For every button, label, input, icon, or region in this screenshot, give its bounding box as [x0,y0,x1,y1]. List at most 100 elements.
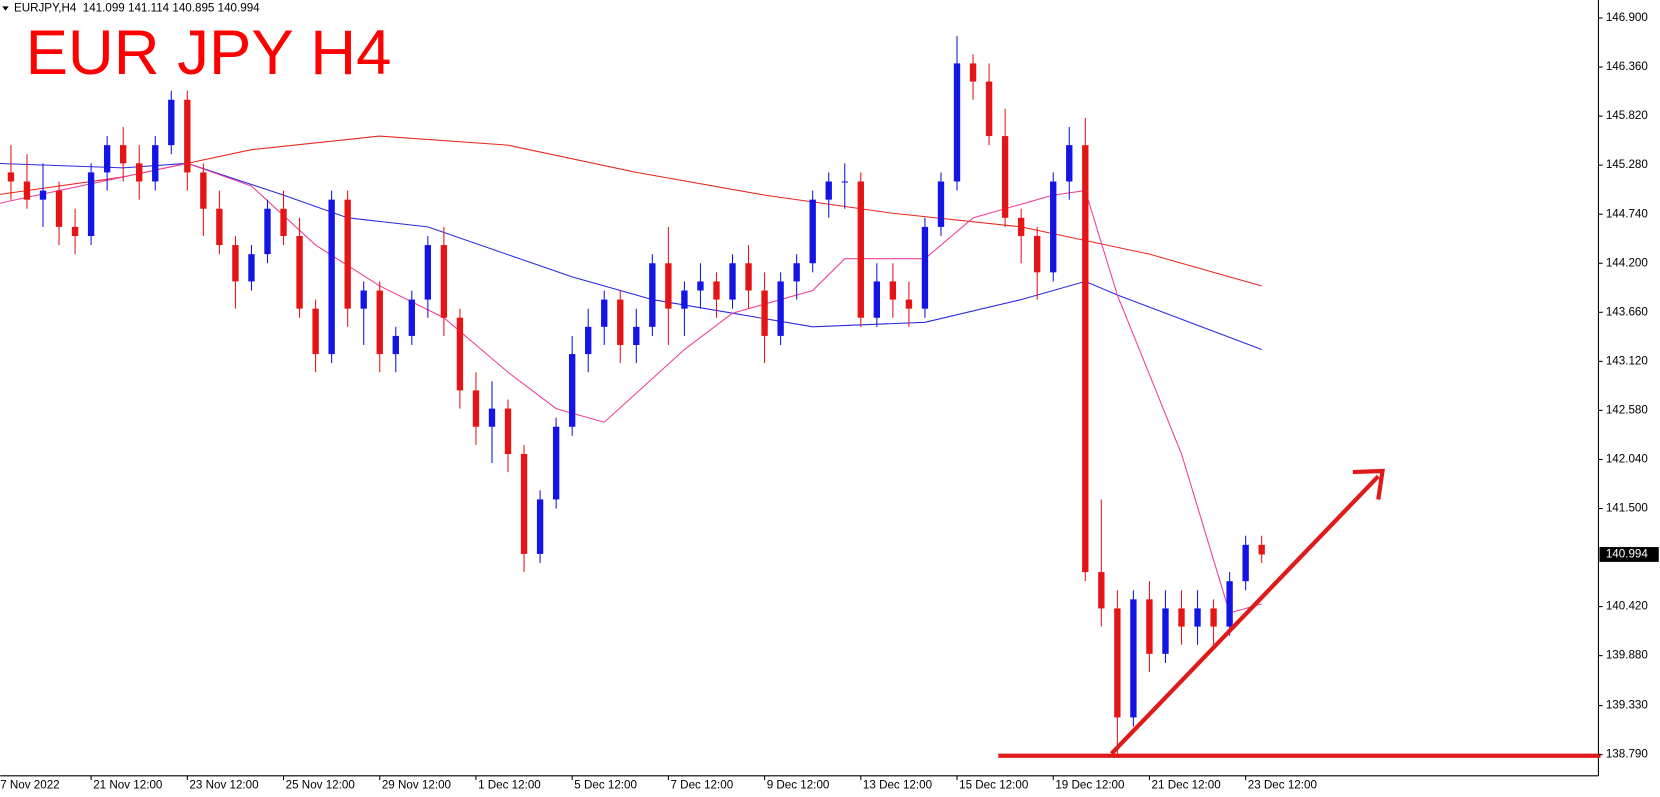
x-tick-label: 9 Dec 12:00 [767,778,830,791]
candle-body [1194,608,1201,627]
candle-body [617,299,624,345]
candle-body [408,299,415,336]
candle-body [1098,572,1105,609]
x-tick-label: 1 Dec 12:00 [478,778,541,791]
candle-body [1258,544,1265,555]
x-tick-label: 23 Dec 12:00 [1248,778,1318,791]
candle-body [344,199,351,309]
y-tick-label: 139.880 [1606,649,1649,662]
candle-body [312,308,319,355]
candle-body [568,354,576,427]
candle-body [1210,608,1217,627]
candle-body [1066,145,1073,182]
candle-body [23,181,31,200]
candle-body [953,63,961,182]
candle-body [761,290,768,336]
candle-body [120,145,127,164]
trend-arrow-head [1352,468,1385,500]
candle-body [87,172,95,236]
candle-body [376,290,383,355]
candle-body [681,290,688,309]
candle-body [601,299,608,327]
x-tick-label: 19 Dec 12:00 [1055,778,1125,791]
y-tick-label: 142.580 [1606,403,1649,416]
candle-body [456,317,464,391]
candle-body [873,281,881,318]
x-tick-label: 15 Dec 12:00 [959,778,1029,791]
candle-body [184,99,191,173]
y-tick-label: 144.740 [1606,207,1649,220]
moving-average [0,135,1262,287]
symbol-label: EURJPY,H4 [14,2,77,15]
candle-body [825,181,832,200]
candle-body [1017,217,1025,236]
candle-body [1034,235,1041,273]
y-tick-label: 144.200 [1606,256,1649,269]
trend-arrow [1110,474,1380,756]
candle-body [216,208,223,246]
y-tick-label: 143.120 [1606,354,1649,367]
candle-body [71,226,79,236]
candle-body [168,99,175,146]
candle-body [841,181,848,183]
candle-body [889,281,897,300]
x-tick-label: 13 Dec 12:00 [863,778,933,791]
x-tick-label: 29 Nov 12:00 [382,778,452,791]
candle-body [536,499,544,554]
chart-title: EUR JPY H4 [26,18,392,88]
candle-body [713,281,720,300]
x-tick-label: 25 Nov 12:00 [286,778,356,791]
candle-body [328,199,335,355]
x-tick-label: 5 Dec 12:00 [574,778,637,791]
candle-body [665,263,672,309]
candle-body [1226,581,1233,627]
candle-body [1114,608,1121,718]
y-tick-label: 140.420 [1606,600,1649,613]
candle-body [777,281,784,336]
ohlc-label: 141.099 141.114 140.895 140.994 [83,2,260,15]
y-tick-label: 146.360 [1606,60,1649,73]
candle-body [857,181,864,318]
moving-average [0,162,1262,351]
candle-body [905,299,913,309]
candle-body [1130,599,1137,718]
candle-body [1050,181,1057,273]
candle-body [200,172,207,209]
y-tick-label: 142.040 [1606,453,1649,466]
last-price-box [1599,547,1659,562]
candle-body [152,145,159,182]
candle-body [793,263,800,282]
y-tick-label: 139.330 [1606,699,1649,712]
candle-body [552,426,560,500]
candle-body [520,453,528,554]
candle-body [809,199,816,264]
y-tick-label: 138.790 [1606,748,1649,761]
x-tick-label: 7 Dec 12:00 [670,778,733,791]
candle-body [7,172,15,182]
candle-body [649,263,656,327]
candle-body [280,208,287,236]
candle-body [585,326,592,355]
candle-body [424,245,432,300]
candle-body [697,281,704,291]
dropdown-arrow [2,6,9,11]
y-tick-label: 141.500 [1606,502,1649,515]
candle-body [55,190,63,227]
y-tick-label: 145.280 [1606,158,1649,171]
candle-body [504,408,512,454]
candle-body [1162,608,1169,654]
x-tick-label: 7 Nov 2022 [0,778,59,791]
candle-body [360,290,367,309]
candle-body [1001,136,1009,218]
plot-area [0,36,1265,754]
candle-body [937,181,945,227]
candle-body [264,208,271,255]
candle-body [729,263,736,300]
candle-body [1242,544,1249,582]
candle-body [232,245,239,282]
candle-body [969,63,977,82]
x-tick-label: 21 Nov 12:00 [93,778,163,791]
x-tick-label: 23 Nov 12:00 [189,778,259,791]
